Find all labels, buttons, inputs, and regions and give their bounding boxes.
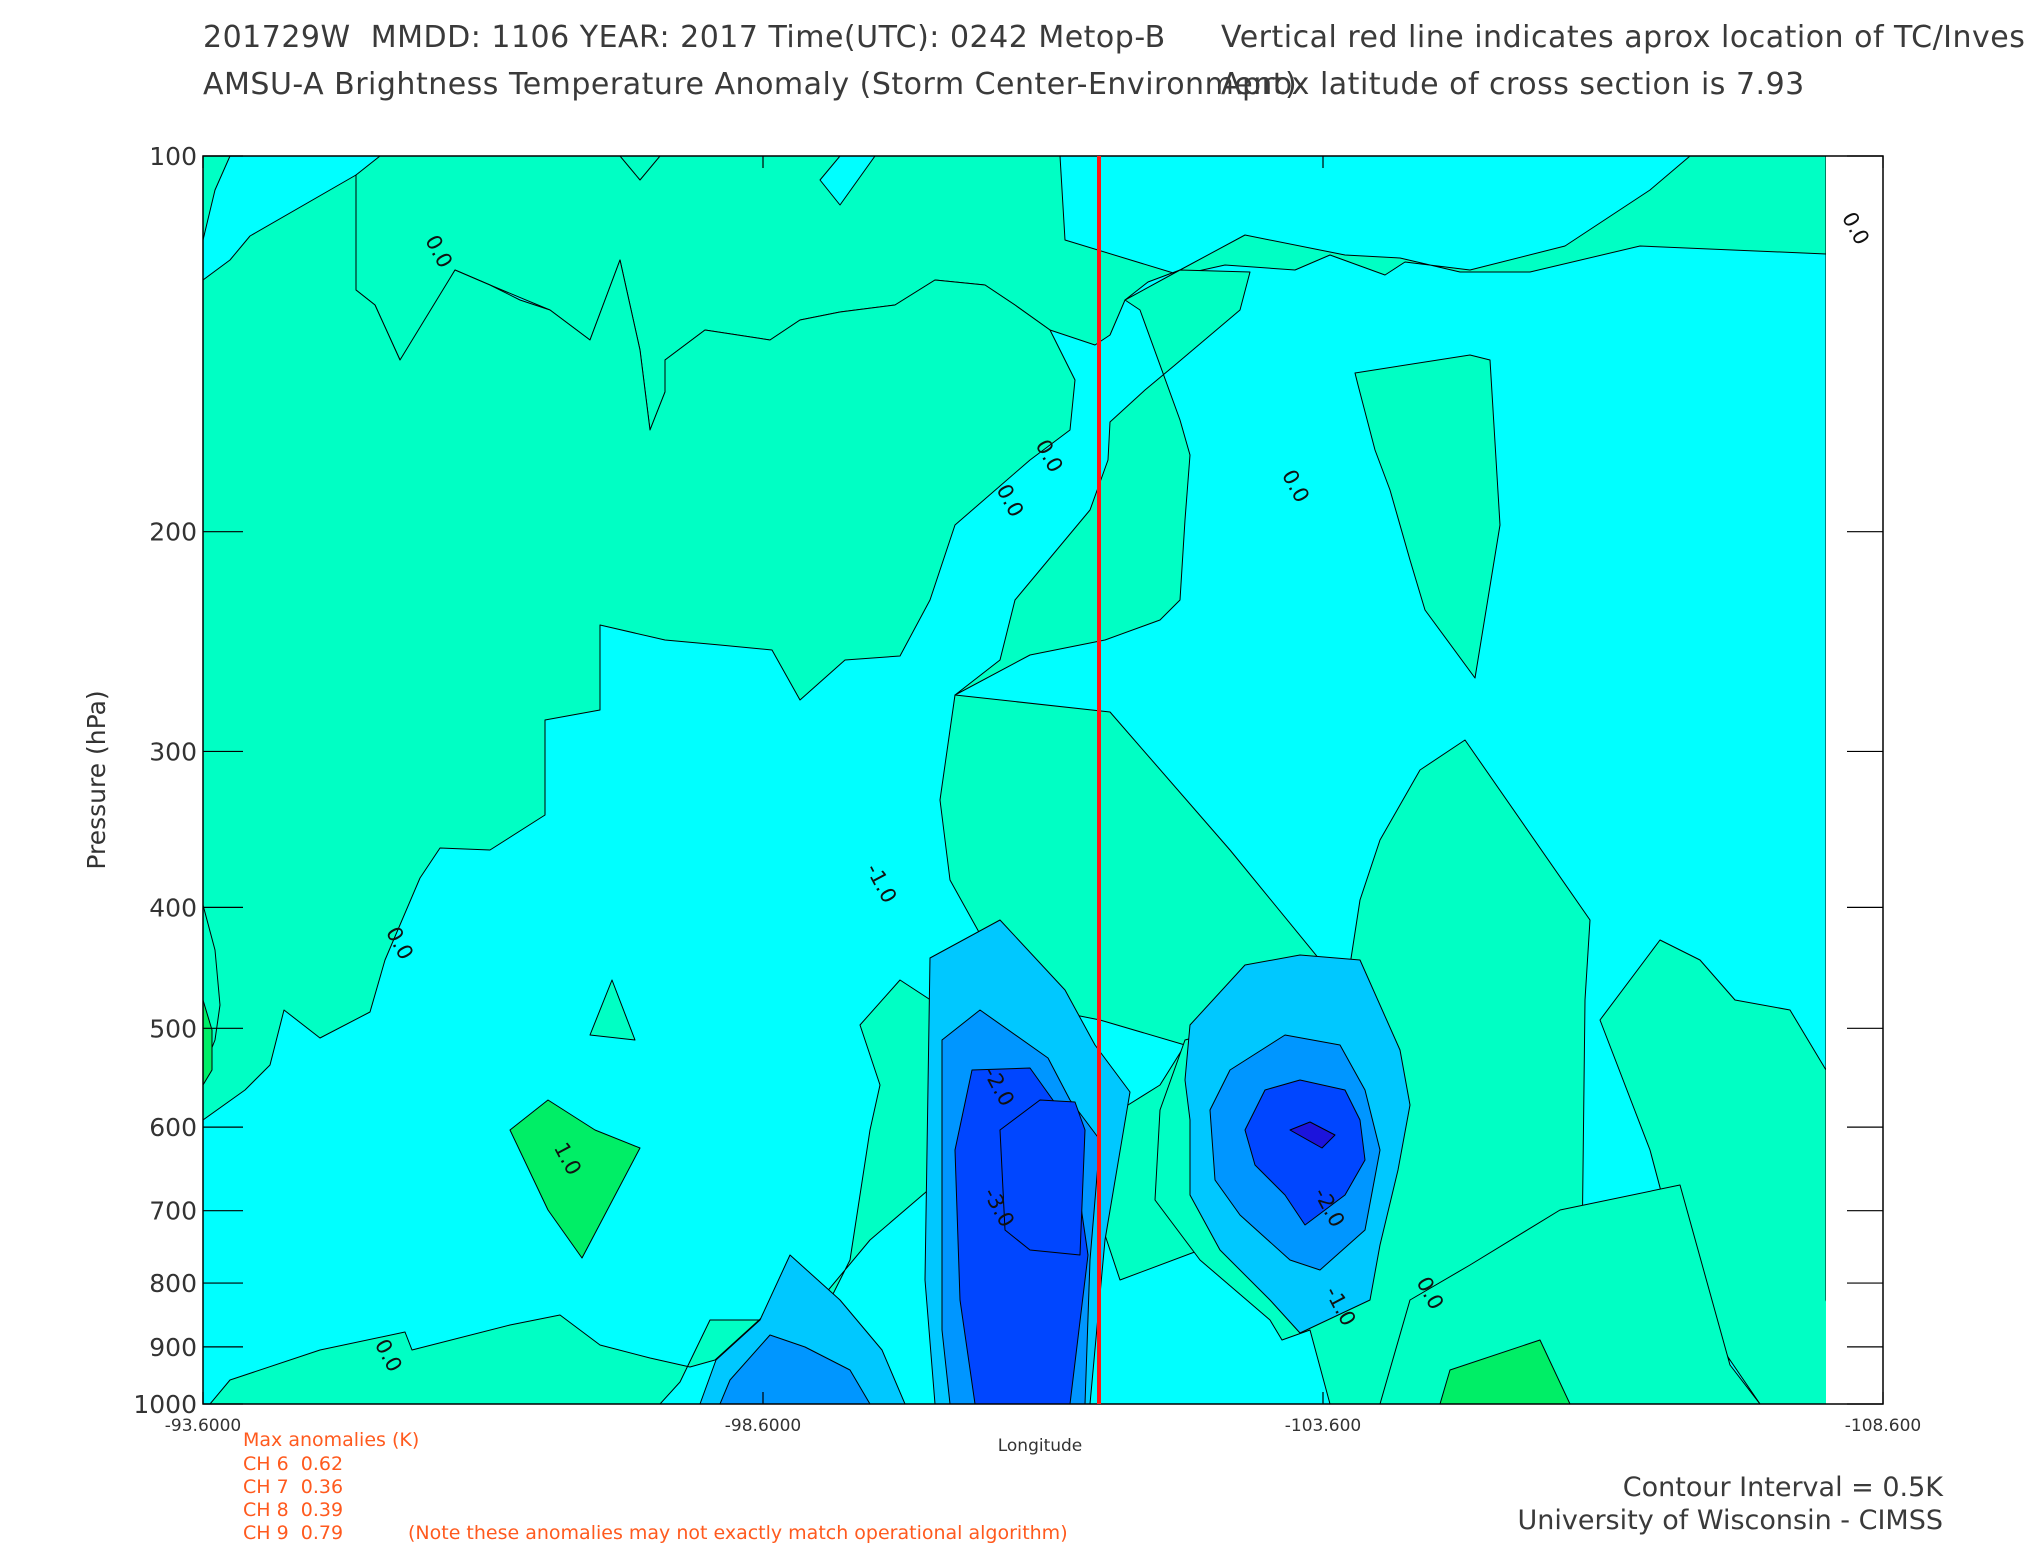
header-product-line: 201729W MMDD: 1106 YEAR: 2017 Time(UTC):… <box>203 20 1166 55</box>
field-neg2-bottom <box>719 1334 871 1404</box>
field-pos1-left <box>509 1099 641 1259</box>
y-tick-label: 300 <box>149 737 197 766</box>
field-pos-top-mid <box>954 269 1251 696</box>
x-tick-label: -108.600 <box>1845 1416 1921 1436</box>
field-pos1-left-edge <box>203 999 213 1086</box>
plot-margin <box>1826 156 1883 1404</box>
y-tick-label: 200 <box>149 518 197 547</box>
y-tick-label: 500 <box>149 1014 197 1043</box>
channel-label: CH 6 <box>243 1453 289 1475</box>
field-neg3-right <box>1244 1079 1366 1226</box>
channel-value: 0.62 <box>300 1453 344 1475</box>
channel-label: CH 9 <box>243 1522 289 1544</box>
plot-frame <box>202 155 1884 1405</box>
y-tick-label: 600 <box>149 1113 197 1142</box>
x-tick-label: -103.600 <box>1285 1416 1361 1436</box>
y-axis-label: Pressure (hPa) <box>82 690 111 869</box>
channel-label: CH 8 <box>243 1499 289 1521</box>
field-pos-mid-left <box>203 174 1076 1121</box>
anomaly-fields <box>203 156 1883 1404</box>
chart-axes <box>202 155 1884 1405</box>
y-tick-label: 800 <box>149 1269 197 1298</box>
field-neg4-right <box>1289 1121 1336 1149</box>
max-anomaly-ch6: CH 6 0.62 <box>243 1453 343 1475</box>
field-pos-small-blob <box>589 979 636 1041</box>
y-tick-label: 700 <box>149 1197 197 1226</box>
max-anomaly-ch9: CH 9 0.79 <box>243 1522 343 1544</box>
field-pos-right-bottom <box>1379 1184 1761 1404</box>
field-pos-left-top <box>203 156 231 241</box>
header-marker-note: Vertical red line indicates aprox locati… <box>1221 20 2025 55</box>
max-anomalies-title: Max anomalies (K) <box>243 1429 420 1451</box>
field-pos-right-top <box>1354 354 1501 679</box>
y-tick-label: 400 <box>149 893 197 922</box>
max-anomaly-ch8: CH 8 0.39 <box>243 1499 343 1521</box>
channel-label: CH 7 <box>243 1476 289 1498</box>
y-tick-label: 100 <box>149 142 197 171</box>
x-tick-label: -98.6000 <box>725 1416 801 1436</box>
x-axis-label: Longitude <box>998 1436 1083 1456</box>
channel-value: 0.36 <box>300 1476 344 1498</box>
y-tick-label: 1000 <box>133 1390 197 1419</box>
anomaly-disclaimer: (Note these anomalies may not exactly ma… <box>408 1522 1068 1544</box>
credit-line: University of Wisconsin - CIMSS <box>1517 1505 1943 1536</box>
field-neg4-left <box>999 1099 1086 1256</box>
channel-value: 0.39 <box>300 1499 344 1521</box>
x-tick-label: -93.6000 <box>165 1416 241 1436</box>
header-title-line: AMSU-A Brightness Temperature Anomaly (S… <box>203 67 1298 102</box>
field-pos1-bottom-right <box>1439 1339 1571 1404</box>
channel-value: 0.79 <box>300 1522 344 1544</box>
contour-interval-note: Contour Interval = 0.5K <box>1622 1472 1943 1503</box>
max-anomaly-ch7: CH 7 0.36 <box>243 1476 343 1498</box>
header-latitude-note: Aprox latitude of cross section is 7.93 <box>1221 67 1805 102</box>
tick-labels: 100 200 300 400 500 600 700 800 900 1000-93.6000 -… <box>82 142 1921 1456</box>
y-tick-label: 900 <box>149 1333 197 1362</box>
